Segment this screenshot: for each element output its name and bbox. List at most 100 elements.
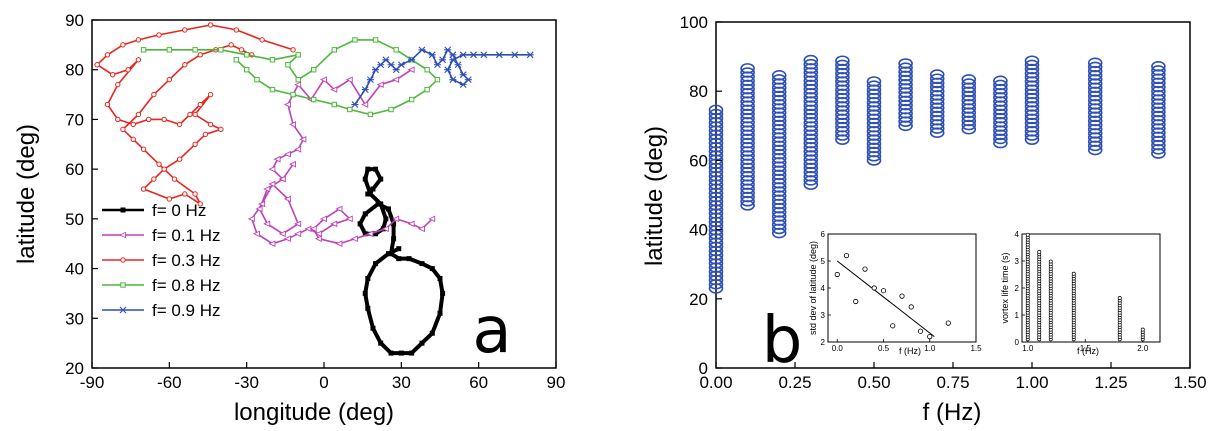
panel-a-series-point: [406, 256, 412, 262]
inset-std-dev-chart: 0.0 0.5 1.0 1.5 2 3 4 5 6 f (Hz) std dev of lati…: [808, 230, 982, 356]
panel-b-y-tick-label: 40: [689, 221, 708, 240]
panel-a-series-4: [351, 46, 534, 108]
panel-a-series-point: [419, 340, 425, 346]
panel-a-series-point: [370, 325, 376, 331]
panel-b-column-f-0.9: [993, 75, 1008, 149]
panel-a-series-point: [370, 186, 376, 192]
inset-std-dev-point: [890, 323, 896, 329]
panel-b-y-tick-label: 100: [680, 13, 708, 32]
panel-b-column-f-0.1: [740, 63, 755, 211]
panel-b-x-tick-label: 1.25: [1094, 373, 1127, 392]
panel-b-point: [1087, 57, 1103, 69]
panel-a-series-point: [330, 220, 338, 228]
inset-std-dev-point: [880, 288, 887, 294]
panel-a-series-point: [385, 251, 391, 257]
panel-b-point: [1151, 65, 1166, 76]
panel-a-series-point: [440, 290, 446, 296]
panel-a-series-point: [459, 71, 467, 79]
inset-std-dev-point: [927, 333, 933, 340]
inset-vortex-y-label: vortex life time (s): [1000, 252, 1010, 323]
panel-a-series-point: [331, 101, 338, 108]
panel-a-series-point: [135, 57, 142, 63]
panel-a-series-point: [254, 76, 260, 83]
inset-vortex-y-tick-label: 1: [1015, 311, 1020, 320]
panel-a-series-point: [187, 111, 193, 118]
panel-a-series-point: [166, 76, 173, 83]
panel-a-series-point: [397, 61, 405, 69]
panel-a-series-point: [192, 47, 198, 53]
panel-a-series-point: [294, 230, 302, 238]
legend-marker: [119, 306, 127, 314]
panel-a-series-point: [295, 76, 301, 83]
panel-a-series-point: [202, 131, 209, 138]
panel-a-series-point: [238, 47, 245, 53]
inset-std-dev-point: [853, 298, 859, 305]
panel-a-y-tick-label: 50: [65, 210, 84, 229]
inset-std-dev-point: [908, 304, 914, 310]
panel-a-x-tick-label: -60: [157, 373, 182, 392]
panel-a-series-point: [392, 66, 400, 74]
inset-vortex-point: [1140, 327, 1145, 332]
panel-a-series-point: [166, 47, 173, 53]
panel-a-series-point: [115, 116, 121, 123]
inset-vortex-point: [1071, 271, 1076, 276]
panel-b-y-tick-label: 0: [699, 359, 708, 378]
panel-a-series-point: [247, 215, 255, 223]
panel-b-points-group: [708, 54, 1166, 294]
panel-a-y-tick-label: 30: [65, 309, 84, 328]
panel-a-series-point: [259, 37, 265, 43]
panel-a-series-point: [351, 101, 359, 108]
inset-std-dev-x-tick-label: 0.5: [878, 344, 890, 353]
panel-a-series-point: [419, 261, 425, 267]
inset-std-dev-x-label: f (Hz): [899, 346, 921, 356]
panel-b-column-f-1.2: [1087, 57, 1103, 156]
panel-b-point: [740, 63, 755, 74]
panel-b-point: [1024, 59, 1040, 71]
panel-a-x-axis-label: longitude (deg): [234, 399, 394, 426]
panel-a-series-point: [94, 62, 100, 68]
panel-a-series-point: [454, 61, 462, 69]
panel-b-point: [771, 74, 787, 85]
panel-b-column-f-1.4: [1151, 60, 1166, 159]
panel-a-y-tick-label: 90: [65, 11, 84, 30]
panel-a-series-point: [120, 42, 126, 48]
inset-vortex-column-f-1.8: [1117, 296, 1122, 342]
panel-a-series-point: [382, 56, 390, 64]
panel-a-series-point: [197, 101, 203, 108]
panel-a-letter: a: [472, 294, 511, 368]
panel-a-series-point: [437, 276, 443, 282]
legend-label: f= 0.8 Hz: [152, 276, 221, 295]
panel-a-series-point: [424, 86, 430, 93]
panel-b-point: [993, 75, 1008, 87]
inset-vortex-x-tick-label: 1.5: [1080, 344, 1092, 353]
panel-a-series-point: [192, 191, 198, 197]
panel-a-y-tick-label: 80: [65, 61, 84, 80]
panel-b-point: [835, 55, 850, 67]
panel-a-series-3: [140, 37, 441, 118]
panel-a-series-point: [428, 51, 436, 59]
panel-a-series-point: [176, 156, 183, 162]
inset-std-dev-point: [843, 253, 850, 259]
panel-a-series-point: [207, 22, 214, 28]
inset-vortex-y-tick-label: 0: [1015, 338, 1020, 347]
panel-a-series-point: [120, 126, 126, 133]
legend-label: f= 0.9 Hz: [152, 301, 221, 320]
panel-a-series-point: [375, 201, 381, 207]
panel-a-series-point: [319, 215, 327, 223]
inset-std-dev-x-tick-label: 1.5: [970, 344, 982, 353]
panel-a-series-point: [347, 106, 353, 113]
panel-a-series-point: [255, 205, 263, 213]
panel-a-series-point: [166, 196, 173, 202]
panel-a-series-point: [135, 111, 142, 118]
inset-vortex-point: [1037, 249, 1042, 254]
panel-a-series-point: [268, 180, 276, 188]
panel-a-series-point: [393, 47, 399, 53]
panel-a-series-point: [156, 32, 162, 38]
legend-marker: [120, 282, 126, 288]
panel-a-series-point: [130, 136, 136, 143]
inset-vortex-content: 1.0 1.5 2.0 0 1 2 3 4: [1015, 230, 1149, 353]
inset-std-dev-y-tick-label: 3: [821, 311, 826, 320]
panel-a-series-point: [331, 47, 338, 53]
panel-a-series-point: [310, 96, 317, 103]
panel-a-series-point: [268, 165, 276, 173]
